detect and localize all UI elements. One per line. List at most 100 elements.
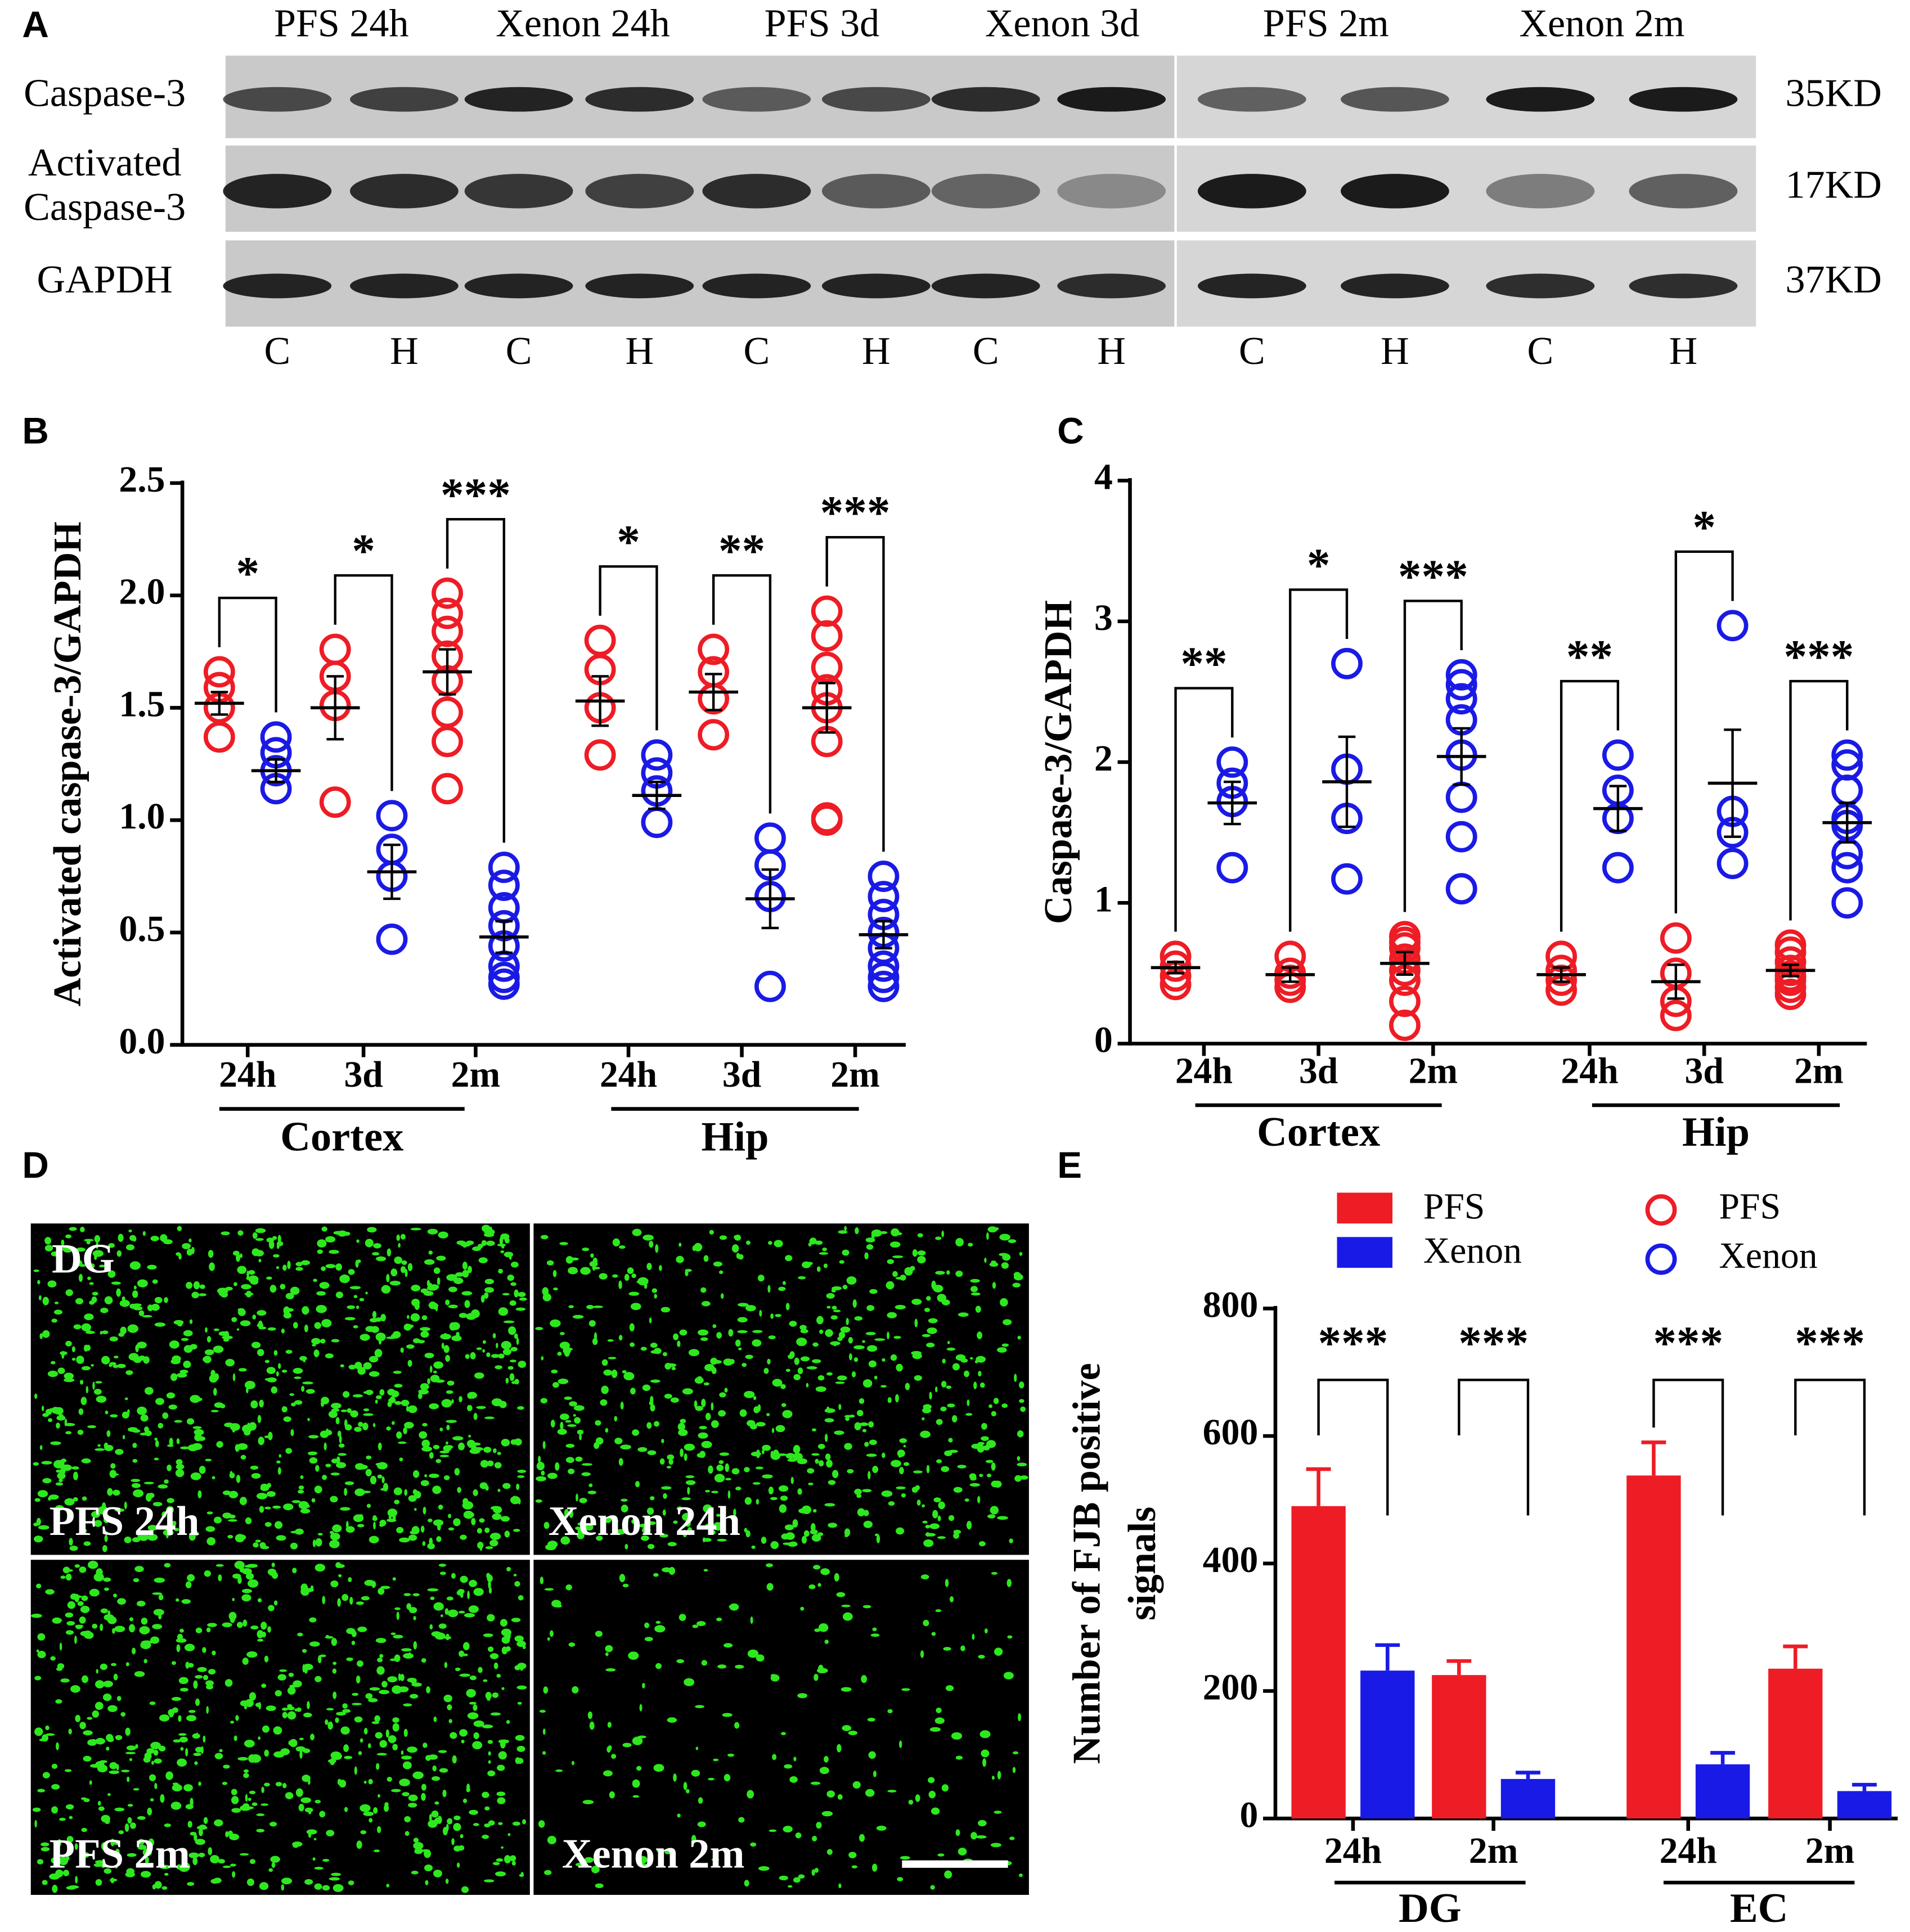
speckle xyxy=(494,1462,502,1469)
speckle xyxy=(79,1380,84,1385)
speckle xyxy=(250,1625,259,1630)
speckle xyxy=(497,1488,501,1492)
speckle xyxy=(826,1849,833,1855)
speckle xyxy=(492,1862,500,1866)
speckle xyxy=(770,1313,774,1319)
speckle xyxy=(132,1537,141,1543)
speckle xyxy=(257,1638,264,1642)
speckle xyxy=(101,1842,108,1850)
panel-label: C xyxy=(1057,411,1084,452)
speckle xyxy=(179,1370,188,1374)
speckle xyxy=(147,1264,157,1270)
speckle xyxy=(437,1277,441,1286)
speckle xyxy=(752,1330,763,1334)
speckle xyxy=(872,1465,879,1474)
speckle xyxy=(659,1534,668,1538)
speckle xyxy=(785,1453,796,1459)
speckle xyxy=(299,1737,304,1741)
speckle xyxy=(697,1821,706,1827)
speckle xyxy=(817,1532,824,1537)
speckle xyxy=(195,1627,203,1634)
speckle xyxy=(568,1305,574,1308)
data-point xyxy=(1331,863,1363,895)
speckle xyxy=(377,1658,383,1663)
speckle xyxy=(462,1262,468,1270)
speckle xyxy=(426,1686,430,1694)
speckle xyxy=(272,1236,277,1240)
speckle xyxy=(176,1459,183,1465)
speckle xyxy=(421,1849,430,1852)
speckle xyxy=(654,1294,657,1299)
speckle xyxy=(255,1228,266,1233)
speckle xyxy=(424,1474,428,1478)
speckle xyxy=(79,1616,86,1624)
speckle xyxy=(947,1403,955,1408)
speckle xyxy=(661,1486,672,1490)
speckle xyxy=(256,1829,265,1832)
speckle xyxy=(445,1879,449,1884)
speckle xyxy=(542,1728,546,1735)
speckle xyxy=(589,1261,598,1267)
speckle xyxy=(964,1370,969,1377)
speckle xyxy=(447,1818,453,1825)
speckle xyxy=(458,1845,465,1851)
bar xyxy=(1695,1764,1750,1819)
speckle xyxy=(242,1619,248,1627)
speckle xyxy=(966,1520,972,1530)
speckle xyxy=(142,1315,152,1318)
speckle xyxy=(1014,1475,1022,1482)
speckle xyxy=(447,1609,459,1618)
speckle xyxy=(482,1349,486,1353)
speckle xyxy=(446,1420,457,1423)
speckle xyxy=(787,1458,797,1462)
legend-swatch xyxy=(1337,1237,1393,1268)
speckle xyxy=(93,1520,102,1527)
speckle xyxy=(565,1444,575,1448)
speckle xyxy=(655,1663,662,1669)
speckle xyxy=(819,1329,824,1334)
speckle xyxy=(65,1289,73,1296)
speckle xyxy=(476,1347,482,1350)
speckle xyxy=(882,1452,886,1458)
speckle xyxy=(118,1233,124,1242)
speckle xyxy=(392,1515,396,1521)
speckle xyxy=(444,1636,452,1640)
speckle xyxy=(296,1707,302,1712)
speckle xyxy=(273,1350,278,1356)
blot-band xyxy=(585,87,694,112)
speckle xyxy=(97,1800,101,1806)
data-point xyxy=(641,739,673,771)
speckle xyxy=(824,1434,828,1442)
speckle xyxy=(585,1524,594,1531)
speckle xyxy=(815,1386,826,1392)
speckle xyxy=(204,1349,214,1355)
speckle xyxy=(558,1379,569,1384)
speckle xyxy=(852,1781,861,1789)
speckle xyxy=(228,1514,236,1519)
speckle xyxy=(166,1392,176,1399)
speckle xyxy=(117,1598,126,1605)
speckle xyxy=(390,1632,396,1636)
speckle xyxy=(122,1435,125,1439)
speckle xyxy=(826,1372,833,1376)
speckle xyxy=(407,1314,410,1319)
speckle xyxy=(518,1498,521,1505)
speckle xyxy=(731,1468,740,1475)
speckle xyxy=(299,1750,303,1759)
error-bar xyxy=(210,691,228,716)
speckle xyxy=(622,1370,627,1374)
speckle xyxy=(908,1799,914,1805)
speckle xyxy=(957,1465,967,1469)
speckle xyxy=(741,1363,747,1367)
speckle xyxy=(308,1830,312,1838)
speckle xyxy=(111,1281,121,1285)
speckle xyxy=(33,1462,39,1466)
speckle xyxy=(848,1337,853,1344)
speckle xyxy=(911,1299,922,1305)
speckle xyxy=(569,1401,577,1407)
speckle xyxy=(423,1291,434,1296)
speckle xyxy=(101,1814,110,1823)
speckle xyxy=(799,1325,807,1330)
x-tick-label: 2m xyxy=(1409,1050,1458,1091)
speckle xyxy=(368,1535,379,1543)
